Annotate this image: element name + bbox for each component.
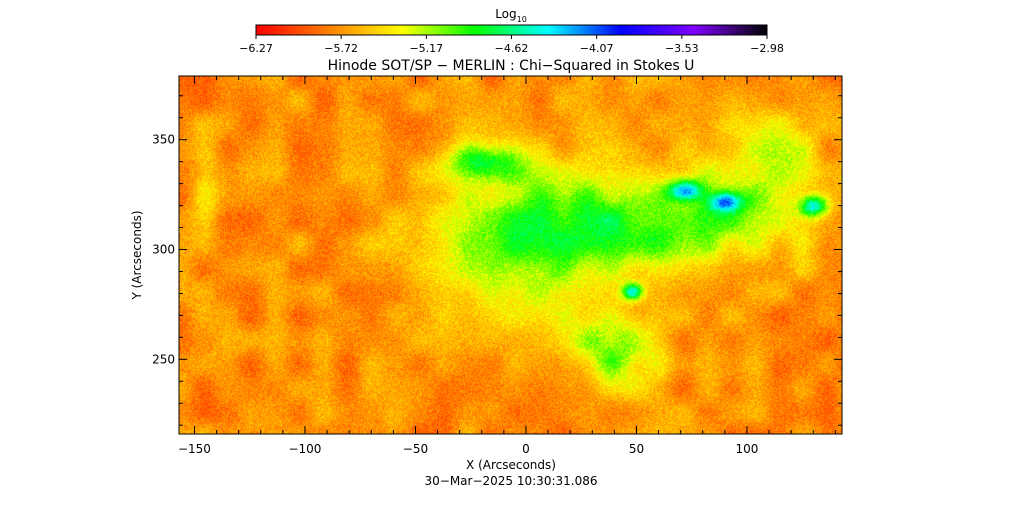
x-tick-label: −100: [288, 442, 321, 456]
colorbar-tick-label: −5.72: [324, 42, 358, 55]
x-tick-label: 50: [629, 442, 644, 456]
colorbar-tick-label: −6.27: [239, 42, 273, 55]
colorbar-tick-label: −4.07: [580, 42, 614, 55]
chart-title: Hinode SOT/SP − MERLIN : Chi−Squared in …: [328, 58, 695, 74]
timestamp: 30−Mar−2025 10:30:31.086: [425, 474, 598, 488]
colorbar-label-sub: 10: [517, 15, 527, 24]
colorbar-ticks: −6.27 −5.72 −5.17 −4.62 −4.07 −3.53 −2.98: [239, 35, 784, 55]
y-tick-label: 300: [152, 243, 175, 257]
heatmap-image: [179, 76, 842, 434]
plot-frame: [178, 75, 843, 435]
colorbar-label-main: Log: [495, 7, 516, 21]
colorbar-tick-label: −3.53: [665, 42, 699, 55]
x-tick-label: −150: [178, 442, 211, 456]
x-axis: −150 −100 −50 0 50 100: [178, 76, 836, 456]
x-tick-label: 0: [522, 442, 530, 456]
colorbar-tick-label: −5.17: [409, 42, 443, 55]
x-tick-label: −50: [403, 442, 428, 456]
colorbar: Log10 −6.27 −5.72 −5.17 −4.62 −4.07 −3.53 −2.9…: [239, 7, 784, 55]
y-tick-label: 250: [152, 352, 175, 366]
y-axis-label: Y (Arcseconds): [130, 210, 144, 300]
x-axis-label: X (Arcseconds): [466, 458, 556, 472]
y-tick-label: 350: [152, 133, 175, 147]
colorbar-label: Log10: [495, 7, 527, 24]
colorbar-gradient: [255, 24, 768, 36]
heatmap-area: [178, 75, 843, 435]
colorbar-tick-label: −2.98: [750, 42, 784, 55]
colorbar-tick-label: −4.62: [495, 42, 529, 55]
y-axis: 250 300 350: [152, 95, 842, 426]
x-tick-label: 100: [736, 442, 759, 456]
